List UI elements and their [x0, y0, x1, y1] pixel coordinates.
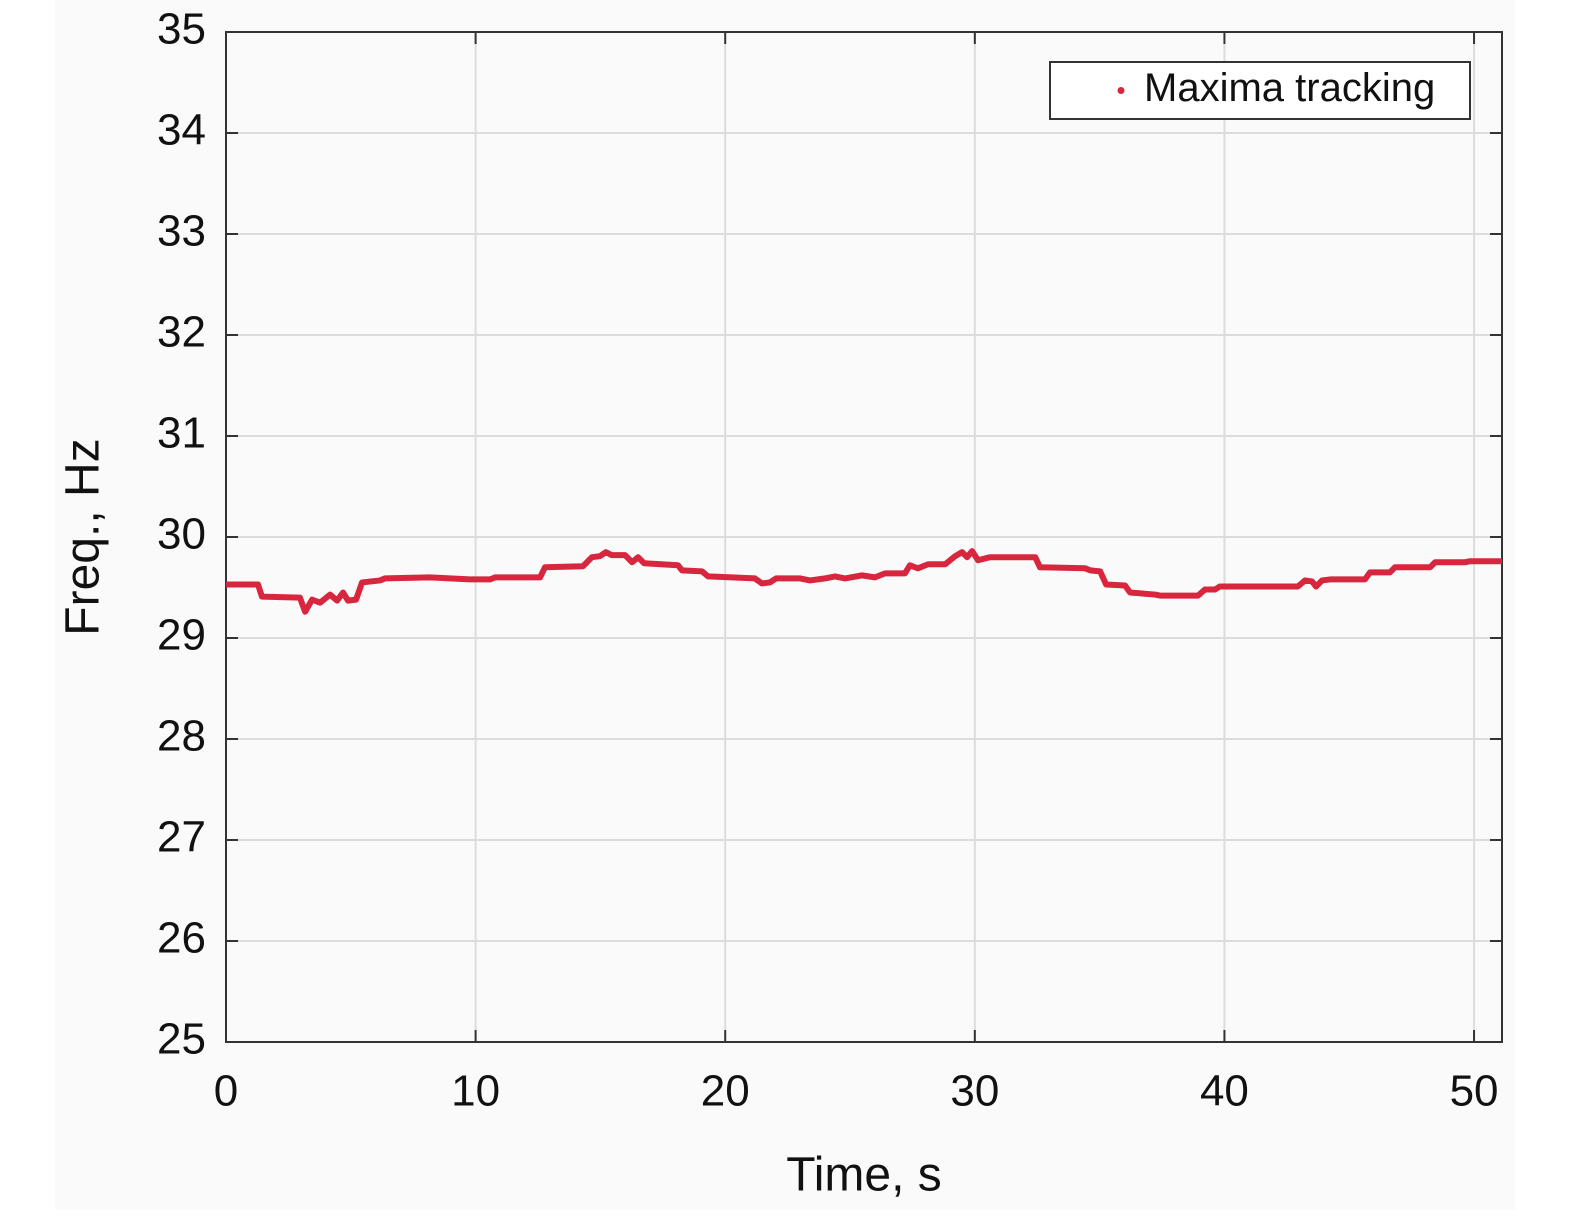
x-tick-label: 30 — [950, 1067, 999, 1116]
x-tick-label: 10 — [451, 1067, 500, 1116]
y-tick-label: 28 — [157, 712, 206, 761]
data-line — [226, 548, 1502, 615]
y-tick-label: 25 — [157, 1015, 206, 1064]
x-tick-label: 50 — [1450, 1067, 1499, 1116]
y-tick-label: 32 — [157, 308, 206, 357]
y-tick-label: 35 — [157, 5, 206, 54]
x-tick-label: 20 — [701, 1067, 750, 1116]
legend-label: Maxima tracking — [1144, 66, 1435, 110]
y-tick-label: 31 — [157, 409, 206, 458]
x-axis-title: Time, s — [786, 1149, 942, 1202]
y-axis-title: Freq., Hz — [57, 438, 110, 635]
y-tick-label: 30 — [157, 510, 206, 559]
y-tick-label: 26 — [157, 914, 206, 963]
y-tick-label: 27 — [157, 813, 206, 862]
legend-marker — [1117, 87, 1125, 94]
axes-frame — [225, 31, 1503, 1043]
y-tick-label: 29 — [157, 611, 206, 660]
y-tick-label: 33 — [157, 207, 206, 256]
x-tick-label: 0 — [214, 1067, 238, 1116]
y-tick-label: 34 — [157, 106, 206, 155]
x-tick-label: 40 — [1200, 1067, 1249, 1116]
